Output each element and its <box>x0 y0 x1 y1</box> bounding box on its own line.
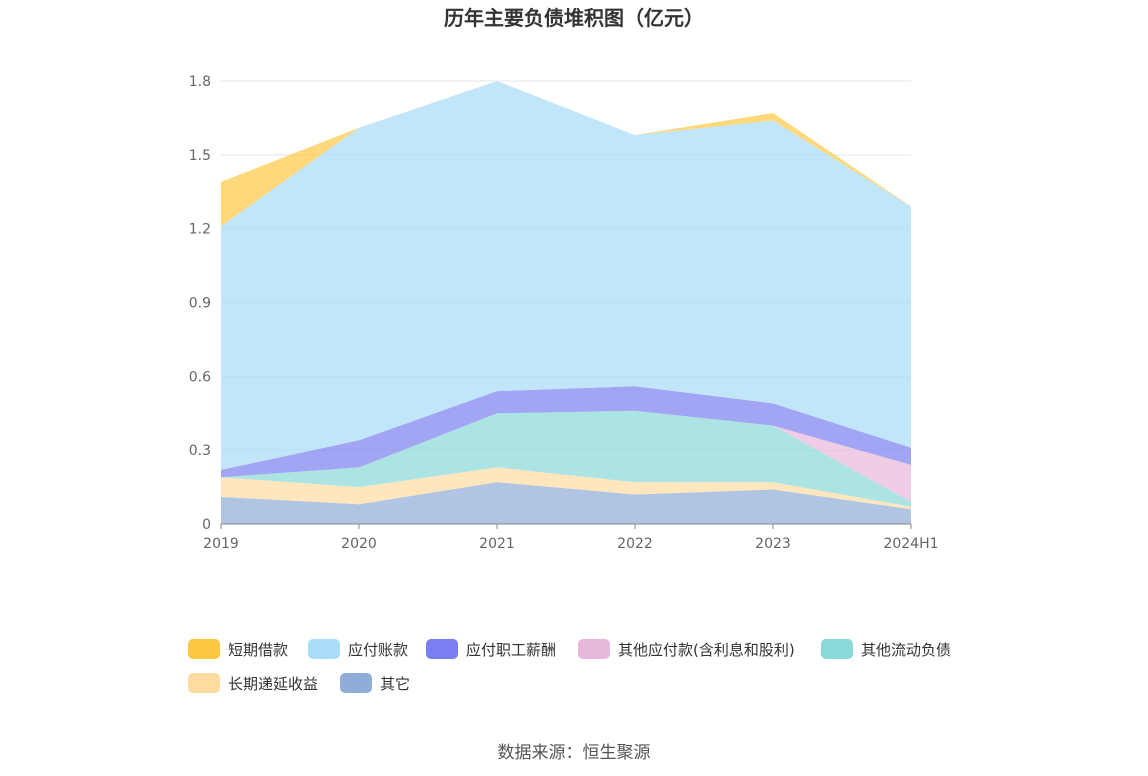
area-series <box>221 386 911 478</box>
area-series <box>221 81 911 470</box>
y-tick-label: 0.3 <box>189 443 211 459</box>
x-tick-label: 2019 <box>203 536 239 552</box>
legend-swatch <box>426 639 458 659</box>
y-tick-label: 1.8 <box>189 74 211 90</box>
legend-swatch <box>578 639 610 659</box>
chart-plot: 0 0.3 0.6 0.9 1.2 1.5 1.8 2019 2020 2021 2022 2023 2… <box>189 74 939 552</box>
axes: 0 0.3 0.6 0.9 1.2 1.5 1.8 2019 2020 2021 2022 2023 2… <box>189 74 939 552</box>
y-tick-label: 1.5 <box>189 148 211 164</box>
area-series <box>221 467 911 510</box>
y-tick-label: 0 <box>202 517 211 533</box>
legend-label: 应付职工薪酬 <box>466 640 557 659</box>
x-tick-label: 2024H1 <box>883 536 938 552</box>
chart-title: 历年主要负债堆积图（亿元） <box>444 6 704 30</box>
legend-swatch <box>308 639 340 659</box>
x-tick-label: 2020 <box>341 536 377 552</box>
legend-swatch <box>188 673 220 693</box>
y-tick-label: 1.2 <box>189 222 211 238</box>
legend-label: 短期借款 <box>228 640 289 659</box>
x-tick-label: 2022 <box>617 536 653 552</box>
stacked-areas <box>221 81 911 524</box>
legend-item-other-payables[interactable]: 其他应付款(含利息和股利) <box>578 638 795 660</box>
legend-item-payroll-payable[interactable]: 应付职工薪酬 <box>426 638 556 660</box>
y-tick-label: 0.6 <box>189 369 211 385</box>
legend-label: 其他流动负债 <box>861 640 952 659</box>
legend-item-deferred-income[interactable]: 长期递延收益 <box>188 672 318 694</box>
legend-item-short-term-loans[interactable]: 短期借款 <box>188 638 288 660</box>
x-tick-label: 2023 <box>755 536 791 552</box>
area-series <box>221 410 911 507</box>
area-series <box>221 482 911 524</box>
legend-swatch <box>340 673 372 693</box>
legend-label: 其它 <box>380 674 411 693</box>
x-tick-label: 2021 <box>479 536 515 552</box>
legend-item-accounts-payable[interactable]: 应付账款 <box>308 638 408 660</box>
legend-label: 其他应付款(含利息和股利) <box>618 640 795 659</box>
data-source: 数据来源：恒生聚源 <box>497 743 651 763</box>
legend-swatch <box>188 639 220 659</box>
legend-item-other[interactable]: 其它 <box>340 672 410 694</box>
legend-swatch <box>821 639 853 659</box>
legend-item-other-current-liabilities[interactable]: 其他流动负债 <box>821 638 951 660</box>
y-tick-label: 0.9 <box>189 296 211 312</box>
legend-label: 长期递延收益 <box>228 674 319 693</box>
legend-label: 应付账款 <box>348 640 409 659</box>
